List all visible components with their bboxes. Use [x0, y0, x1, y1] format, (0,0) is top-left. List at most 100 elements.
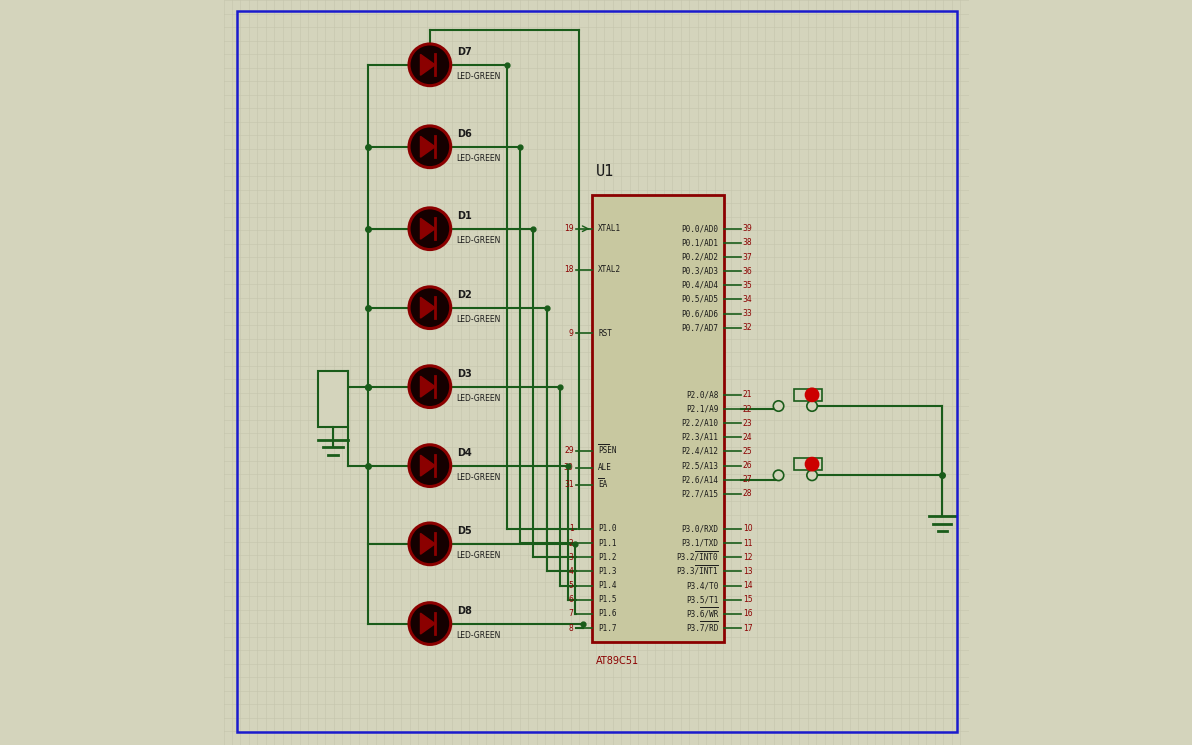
Text: P1.3: P1.3: [598, 567, 616, 576]
Polygon shape: [421, 54, 435, 75]
Text: P1.5: P1.5: [598, 595, 616, 604]
Text: P3.4/T0: P3.4/T0: [685, 581, 718, 590]
Text: P3.6/WR: P3.6/WR: [685, 609, 718, 618]
Text: P2.0/A8: P2.0/A8: [685, 390, 718, 399]
Text: LED-GREEN: LED-GREEN: [457, 631, 501, 640]
Text: 14: 14: [743, 581, 752, 590]
Text: P1.0: P1.0: [598, 524, 616, 533]
Text: P2.6/A14: P2.6/A14: [681, 475, 718, 484]
Text: 3: 3: [569, 553, 573, 562]
Text: 8: 8: [569, 624, 573, 633]
Polygon shape: [421, 613, 435, 634]
Text: P2.3/A11: P2.3/A11: [681, 433, 718, 442]
Circle shape: [409, 44, 451, 86]
Text: P2.4/A12: P2.4/A12: [681, 447, 718, 456]
Text: D8: D8: [457, 606, 472, 616]
Text: P2.1/A9: P2.1/A9: [685, 405, 718, 413]
Text: 9: 9: [569, 329, 573, 337]
Text: P3.1/TXD: P3.1/TXD: [681, 539, 718, 548]
Text: 1: 1: [569, 524, 573, 533]
Text: LED-GREEN: LED-GREEN: [457, 551, 501, 560]
Bar: [318, 371, 348, 426]
Text: LED-GREEN: LED-GREEN: [457, 473, 501, 482]
Circle shape: [774, 401, 784, 411]
Polygon shape: [421, 455, 435, 476]
Circle shape: [806, 388, 819, 402]
Text: EA: EA: [598, 481, 608, 489]
Text: 10: 10: [743, 524, 752, 533]
Text: P1.2: P1.2: [598, 553, 616, 562]
Text: P0.4/AD4: P0.4/AD4: [681, 281, 718, 290]
Text: P0.3/AD3: P0.3/AD3: [681, 267, 718, 276]
Text: LED-GREEN: LED-GREEN: [457, 72, 501, 81]
Text: RST: RST: [598, 329, 613, 337]
Text: 22: 22: [743, 405, 752, 413]
Text: 27: 27: [743, 475, 752, 484]
Text: 12: 12: [743, 553, 752, 562]
Text: P0.0/AD0: P0.0/AD0: [681, 224, 718, 233]
Text: 37: 37: [743, 253, 752, 261]
Text: 34: 34: [743, 295, 752, 304]
Text: P0.2/AD2: P0.2/AD2: [681, 253, 718, 261]
Text: P2.7/A15: P2.7/A15: [681, 489, 718, 498]
Text: 11: 11: [743, 539, 752, 548]
Text: P0.5/AD5: P0.5/AD5: [681, 295, 718, 304]
Text: 25: 25: [743, 447, 752, 456]
Text: D5: D5: [457, 527, 471, 536]
Text: P3.5/T1: P3.5/T1: [685, 595, 718, 604]
Bar: [592, 195, 724, 642]
Text: 16: 16: [743, 609, 752, 618]
Text: 32: 32: [743, 323, 752, 332]
Text: PSEN: PSEN: [598, 446, 616, 455]
Text: P0.1/AD1: P0.1/AD1: [681, 238, 718, 247]
Text: 36: 36: [743, 267, 752, 276]
Text: AT89C51: AT89C51: [596, 656, 639, 665]
Text: U1: U1: [596, 164, 614, 179]
Circle shape: [409, 208, 451, 250]
Text: P0.7/AD7: P0.7/AD7: [681, 323, 718, 332]
Circle shape: [774, 470, 784, 481]
Text: 2: 2: [569, 539, 573, 548]
Text: LED-GREEN: LED-GREEN: [457, 154, 501, 163]
Circle shape: [409, 287, 451, 329]
Text: LED-GREEN: LED-GREEN: [457, 315, 501, 324]
Text: 7: 7: [569, 609, 573, 618]
Text: P3.7/RD: P3.7/RD: [685, 624, 718, 633]
Text: 19: 19: [564, 224, 573, 233]
Text: LED-GREEN: LED-GREEN: [457, 236, 501, 245]
Text: P1.6: P1.6: [598, 609, 616, 618]
Text: 17: 17: [743, 624, 752, 633]
Text: 5: 5: [569, 581, 573, 590]
Bar: [794, 458, 822, 470]
Text: 28: 28: [743, 489, 752, 498]
Text: 29: 29: [564, 446, 573, 455]
Text: D1: D1: [457, 212, 471, 221]
Text: P3.3/INT1: P3.3/INT1: [677, 567, 718, 576]
Text: 15: 15: [743, 595, 752, 604]
Text: 38: 38: [743, 238, 752, 247]
Text: D7: D7: [457, 48, 471, 57]
Circle shape: [807, 470, 818, 481]
Text: XTAL1: XTAL1: [598, 224, 621, 233]
Text: 26: 26: [743, 461, 752, 470]
Circle shape: [409, 366, 451, 408]
Text: 6: 6: [569, 595, 573, 604]
Circle shape: [807, 401, 818, 411]
Text: 13: 13: [743, 567, 752, 576]
Polygon shape: [421, 136, 435, 157]
Text: P2.2/A10: P2.2/A10: [681, 419, 718, 428]
Text: P2.5/A13: P2.5/A13: [681, 461, 718, 470]
Text: XTAL2: XTAL2: [598, 265, 621, 274]
Text: P3.0/RXD: P3.0/RXD: [681, 524, 718, 533]
Text: D2: D2: [457, 291, 471, 300]
Text: P3.2/INT0: P3.2/INT0: [677, 553, 718, 562]
Polygon shape: [421, 297, 435, 318]
Text: P1.1: P1.1: [598, 539, 616, 548]
Polygon shape: [421, 533, 435, 554]
Text: 30: 30: [564, 463, 573, 472]
Circle shape: [806, 457, 819, 471]
Text: 33: 33: [743, 309, 752, 318]
Text: 31: 31: [564, 481, 573, 489]
Text: 21: 21: [743, 390, 752, 399]
Text: 39: 39: [743, 224, 752, 233]
